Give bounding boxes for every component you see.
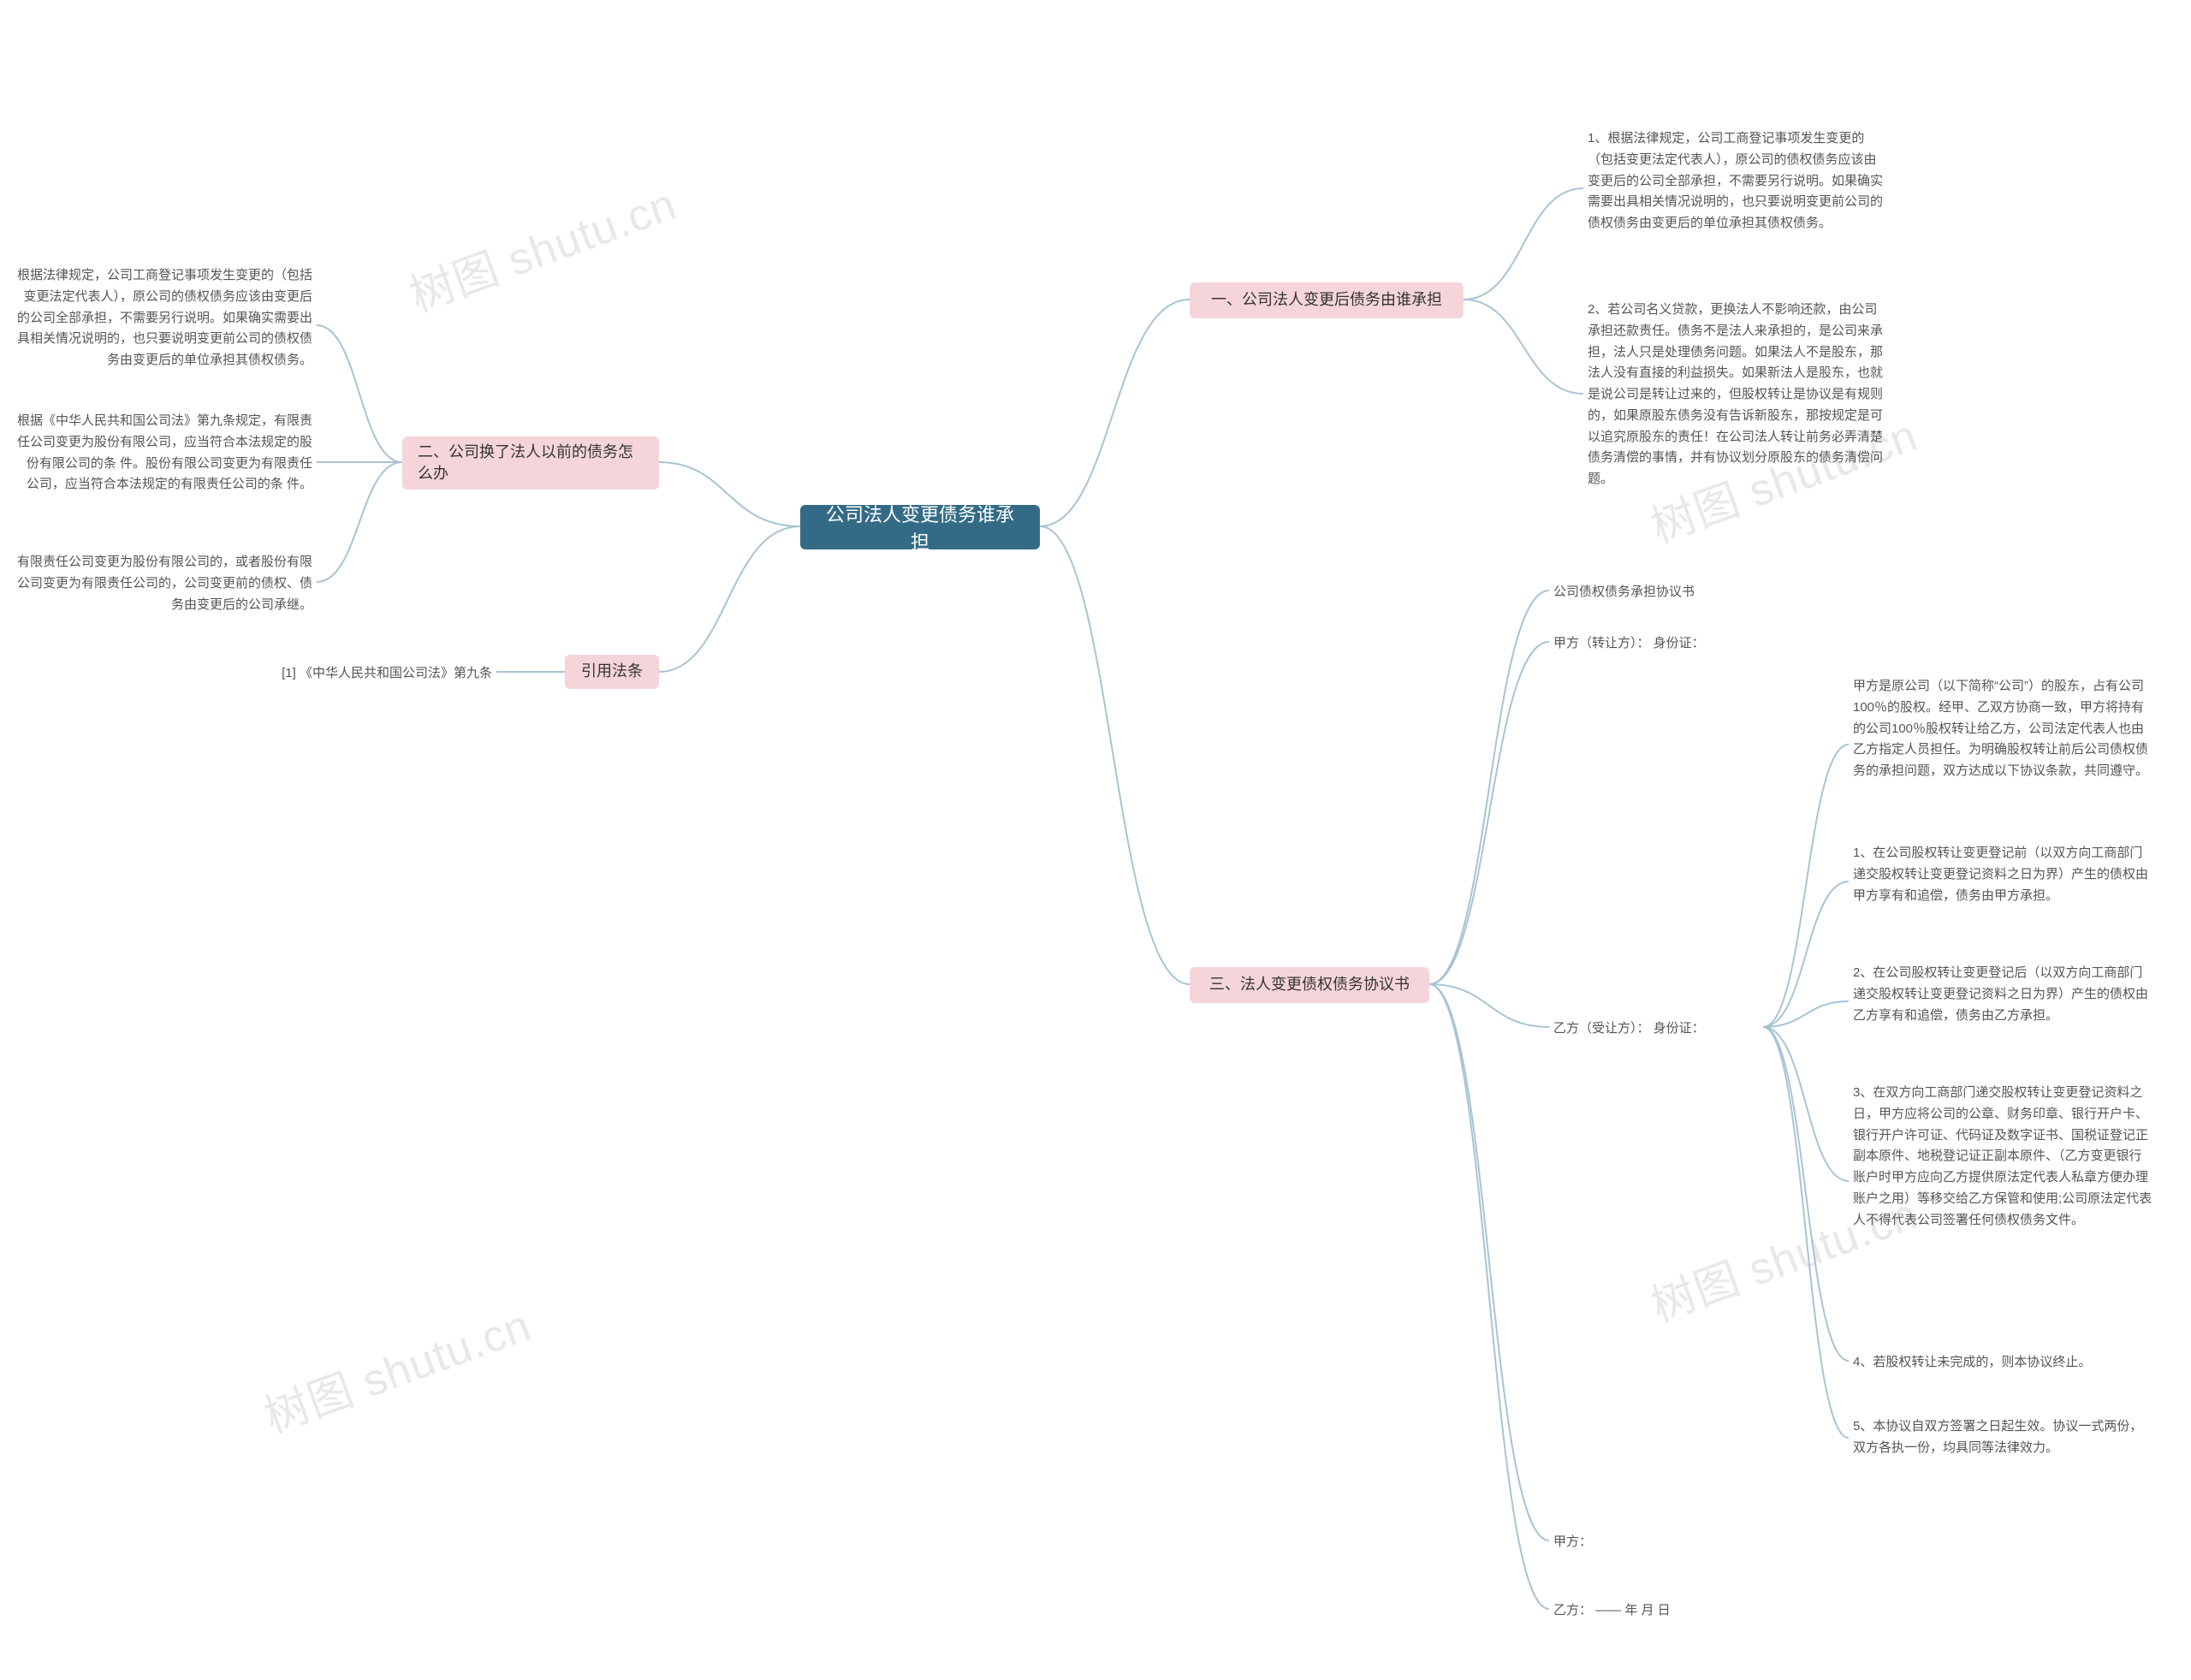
b3-sub-5: 4、若股权转让未完成的，则本协议终止。 <box>1853 1352 2152 1374</box>
branch-three-leaf-4: 甲方： <box>1553 1532 1759 1553</box>
b3-sub-2: 1、在公司股权转让变更登记前（以双方向工商部门递交股权转让变更登记资料之日为界）… <box>1853 843 2152 906</box>
branch-ref[interactable]: 引用法条 <box>565 655 659 689</box>
branch-one-leaf-2: 2、若公司名义贷款，更换法人不影响还款，由公司承担还款责任。债务不是法人来承担的… <box>1588 300 1887 490</box>
watermark: 树图 shutu.cn <box>400 169 684 324</box>
branch-two[interactable]: 二、公司换了法人以前的债务怎么办 <box>402 436 659 490</box>
b3-sub-4: 3、在双方向工商部门递交股权转让变更登记资料之日，甲方应将公司的公章、财务印章、… <box>1853 1083 2152 1231</box>
b3-sub-3: 2、在公司股权转让变更登记后（以双方向工商部门递交股权转让变更登记资料之日为界）… <box>1853 963 2152 1026</box>
branch-three-leaf-1: 公司债权债务承担协议书 <box>1553 582 1759 603</box>
b3-sub-6: 5、本协议自双方签署之日起生效。协议一式两份，双方各执一份，均具同等法律效力。 <box>1853 1416 2152 1459</box>
branch-one-leaf-1: 1、根据法律规定，公司工商登记事项发生变更的（包括变更法定代表人），原公司的债权… <box>1588 128 1887 234</box>
branch-three-leaf-2: 甲方（转让方）： 身份证： <box>1553 633 1759 655</box>
branch-two-leaf-2: 根据《中华人民共和国公司法》第九条规定，有限责任公司变更为股份有限公司，应当符合… <box>17 411 312 496</box>
branch-three[interactable]: 三、法人变更债权债务协议书 <box>1190 967 1429 1003</box>
branch-three-leaf-5: 乙方： —— 年 月 日 <box>1553 1600 1759 1622</box>
root-node[interactable]: 公司法人变更债务谁承担 <box>800 505 1040 549</box>
branch-three-leaf-3: 乙方（受让方）： 身份证： <box>1553 1018 1759 1040</box>
branch-ref-leaf-1: [1] 《中华人民共和国公司法》第九条 <box>231 663 492 685</box>
branch-two-leaf-3: 有限责任公司变更为股份有限公司的，或者股份有限公司变更为有限责任公司的，公司变更… <box>17 552 312 615</box>
watermark: 树图 shutu.cn <box>254 1290 538 1446</box>
b3-sub-1: 甲方是原公司（以下简称“公司”）的股东，占有公司100％的股权。经甲、乙双方协商… <box>1853 676 2152 782</box>
branch-two-leaf-1: 根据法律规定，公司工商登记事项发生变更的（包括变更法定代表人），原公司的债权债务… <box>17 265 312 371</box>
branch-one[interactable]: 一、公司法人变更后债务由谁承担 <box>1190 282 1464 318</box>
